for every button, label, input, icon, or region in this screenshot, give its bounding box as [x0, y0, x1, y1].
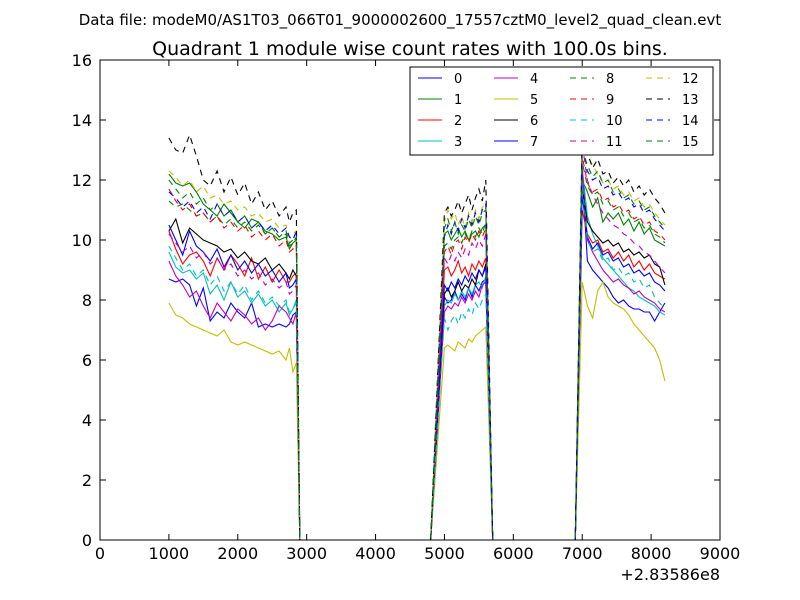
- legend-label-15: 15: [682, 135, 699, 150]
- series-line-14: [168, 140, 666, 541]
- series-line-6: [168, 185, 666, 541]
- legend-label-10: 10: [606, 114, 623, 129]
- legend-label-3: 3: [454, 135, 462, 150]
- series-line-5: [168, 280, 666, 541]
- legend-label-14: 14: [682, 114, 699, 129]
- x-tick-label: 1000: [149, 544, 190, 563]
- legend-label-9: 9: [606, 93, 614, 108]
- x-tick-label: 9000: [700, 544, 741, 563]
- x-tick-label: 7000: [562, 544, 603, 563]
- series-line-4: [168, 167, 666, 541]
- legend-label-5: 5: [530, 93, 538, 108]
- series-layer: [168, 131, 666, 541]
- legend-label-6: 6: [530, 114, 538, 129]
- y-tick-label: 6: [82, 351, 92, 370]
- legend-label-11: 11: [606, 135, 623, 150]
- series-line-11: [168, 143, 666, 541]
- series-line-7: [168, 194, 666, 541]
- tick-layer: 0 1000 2000 3000 4000 5000 6000 7000 8000 9000 0 2 4…: [72, 51, 741, 563]
- y-tick-label: 0: [82, 531, 92, 550]
- legend-label-0: 0: [454, 72, 462, 87]
- x-tick-label: 4000: [355, 544, 396, 563]
- series-line-8: [168, 161, 666, 541]
- legend-box: [409, 66, 714, 156]
- y-tick-label: 12: [72, 171, 92, 190]
- legend-label-12: 12: [682, 72, 699, 87]
- y-tick-label: 10: [72, 231, 92, 250]
- legend-label-7: 7: [530, 135, 538, 150]
- x-tick-label: 6000: [493, 544, 534, 563]
- x-tick-label: 5000: [424, 544, 465, 563]
- figure-suptitle: Data file: modeM0/AS1T03_066T01_90000026…: [79, 11, 722, 30]
- legend-label-8: 8: [606, 72, 614, 87]
- x-tick-label: 2000: [217, 544, 258, 563]
- y-tick-label: 16: [72, 51, 92, 70]
- chart-title: Quadrant 1 module wise count rates with …: [152, 38, 668, 60]
- y-tick-label: 8: [82, 291, 92, 310]
- y-tick-label: 2: [82, 471, 92, 490]
- legend-label-13: 13: [682, 93, 699, 108]
- y-tick-label: 14: [72, 111, 92, 130]
- x-tick-label: 8000: [631, 544, 672, 563]
- x-offset-label: +2.83586e8: [620, 565, 720, 584]
- series-line-15: [168, 149, 666, 541]
- legend-label-2: 2: [454, 114, 462, 129]
- x-tick-label: 3000: [286, 544, 327, 563]
- legend-label-1: 1: [454, 93, 462, 108]
- series-line-9: [168, 155, 666, 541]
- y-tick-label: 4: [82, 411, 92, 430]
- series-line-1: [168, 173, 666, 541]
- legend-label-4: 4: [530, 72, 538, 87]
- series-line-12: [168, 134, 666, 541]
- series-line-10: [168, 182, 666, 541]
- x-tick-label: 0: [95, 544, 105, 563]
